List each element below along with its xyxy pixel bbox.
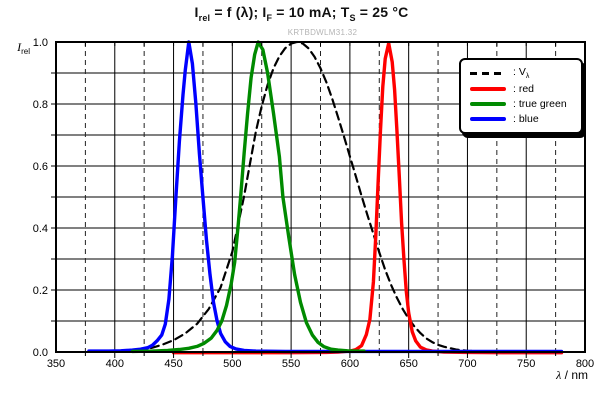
- solid-line-swatch: [470, 116, 506, 121]
- legend-item-v: : Vλ: [470, 66, 575, 81]
- title-text: = f (λ); I: [210, 4, 267, 20]
- curve-green: [130, 40, 366, 354]
- dashed-line-swatch: [470, 72, 506, 75]
- y-tick-label: 0.0: [33, 347, 48, 359]
- y-tick-label: 0.6: [33, 161, 48, 173]
- title-text: = 10 mA; T: [272, 4, 350, 20]
- axis-tick-labels: 350 400 450 500 550 600 650 700 750 800 0.0 0.2 0.4 0…: [16, 37, 594, 382]
- x-tick-label: 600: [341, 358, 359, 370]
- x-tick-label: 450: [164, 358, 182, 370]
- x-tick-label: 700: [458, 358, 476, 370]
- solid-line-swatch: [470, 86, 506, 91]
- title-subscript: F: [266, 12, 273, 23]
- x-tick-label: 800: [576, 358, 594, 370]
- x-tick-label: 650: [399, 358, 417, 370]
- y-tick-label: 1.0: [33, 37, 48, 49]
- title-text: = 25 °C: [355, 4, 409, 20]
- legend-label: : true green: [513, 97, 567, 110]
- legend-item-truegreen: : true green: [470, 96, 575, 111]
- y-tick-label: 0.8: [33, 99, 48, 111]
- y-tick-label: 0.4: [33, 223, 48, 235]
- legend-label: : Vλ: [513, 66, 530, 81]
- x-tick-label: 350: [47, 358, 65, 370]
- x-axis-title: λ / nm: [555, 368, 588, 382]
- title-subscript: S: [349, 12, 356, 23]
- legend-box: : Vλ: red : true green : blue: [459, 58, 583, 134]
- x-tick-label: 550: [282, 358, 300, 370]
- solid-line-swatch: [470, 101, 506, 106]
- x-tick-label: 750: [517, 358, 535, 370]
- y-axis-title: Irel: [16, 40, 30, 56]
- title-text: I: [194, 4, 199, 20]
- title-subscript: rel: [198, 12, 211, 23]
- legend-label: : blue: [513, 112, 539, 125]
- legend-item-blue: : blue: [470, 111, 575, 126]
- part-number-watermark: KRTBDWLM31.32: [287, 28, 358, 37]
- y-tick-label: 0.2: [33, 285, 48, 297]
- curve-v_lambda: [137, 40, 493, 353]
- x-tick-label: 400: [106, 358, 124, 370]
- chart-title: Irel = f (λ); IF = 10 mA; TS = 25 °C: [0, 4, 603, 23]
- legend-label: : red: [513, 82, 535, 95]
- legend-item-red: : red: [470, 81, 575, 96]
- x-tick-label: 500: [223, 358, 241, 370]
